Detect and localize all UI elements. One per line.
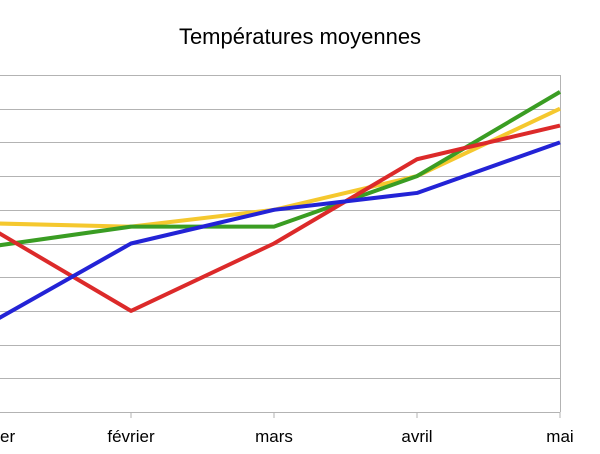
x-tick-label: er [0,427,15,446]
grid-lines [0,75,561,418]
series-line-3 [0,123,561,313]
x-tick-label: février [107,427,155,446]
series-lines [0,90,562,320]
x-tick-label: mars [255,427,293,446]
series-line-4 [0,140,561,320]
x-tick-label: mai [546,427,573,446]
x-axis-tick-labels: er février mars avril mai [0,427,574,446]
chart-title: Températures moyennes [179,24,421,49]
x-tick-label: avril [401,427,432,446]
